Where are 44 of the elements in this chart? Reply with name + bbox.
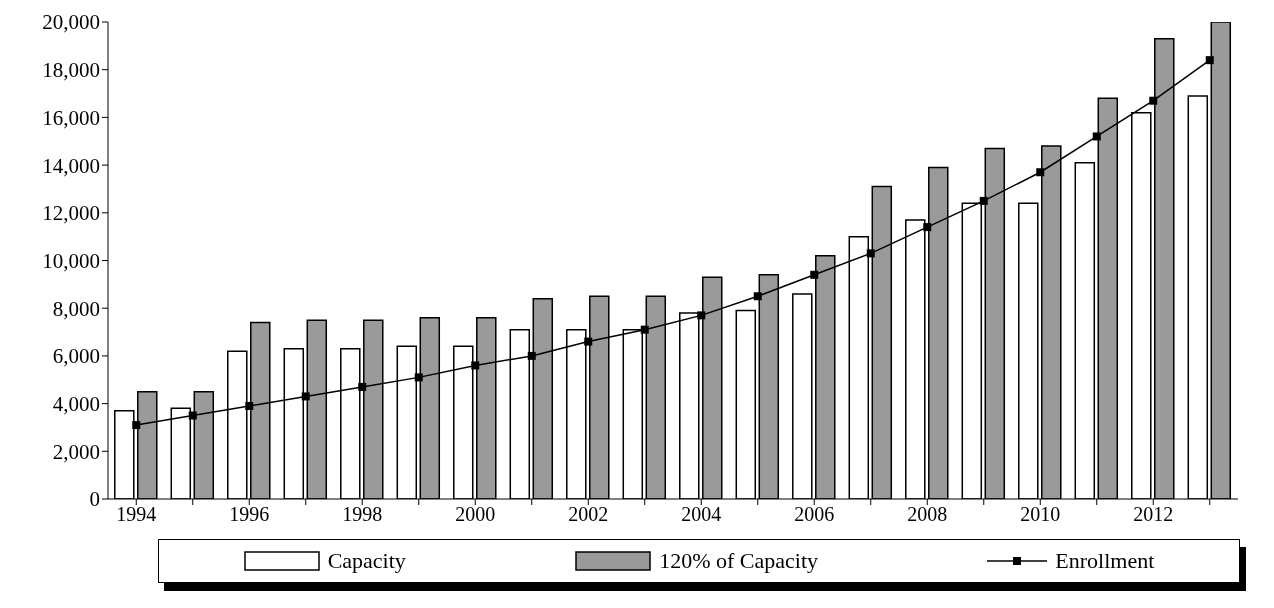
x-tick-label: 2002 (568, 503, 609, 526)
point (584, 337, 593, 346)
y-tick-label: 12,000 (42, 201, 100, 226)
x-tick-label: 1998 (342, 503, 383, 526)
y-tick-label: 0 (89, 487, 100, 512)
point (640, 325, 649, 334)
x-tick-label: 2000 (455, 503, 496, 526)
point (471, 361, 480, 370)
legend-label: Enrollment (1055, 548, 1155, 574)
point (1205, 56, 1214, 65)
x-tick-label: 2008 (907, 503, 948, 526)
point (245, 401, 254, 410)
point (132, 421, 141, 430)
point (358, 382, 367, 391)
point (697, 311, 706, 320)
point (414, 373, 423, 382)
x-tick-label: 1996 (229, 503, 270, 526)
y-tick-label: 8,000 (52, 296, 100, 321)
y-tick-label: 14,000 (42, 153, 100, 178)
y-tick-label: 16,000 (42, 105, 100, 130)
point (527, 351, 536, 360)
point (1092, 132, 1101, 141)
point (301, 392, 310, 401)
x-tick-label: 2006 (794, 503, 835, 526)
x-tick-label: 2012 (1133, 503, 1174, 526)
x-tick-label: 2010 (1020, 503, 1061, 526)
y-tick-label: 10,000 (42, 248, 100, 273)
point (810, 270, 819, 279)
legend-label: 120% of Capacity (659, 548, 819, 574)
point (188, 411, 197, 420)
y-tick-label: 18,000 (42, 58, 100, 83)
y-tick-label: 2,000 (52, 439, 100, 464)
y-tick-label: 4,000 (52, 392, 100, 417)
point (1036, 168, 1045, 177)
point (753, 292, 762, 301)
legend-label: Capacity (327, 548, 406, 574)
point (923, 223, 932, 232)
x-tick-label: 1994 (116, 503, 157, 526)
y-tick-label: 6,000 (52, 344, 100, 369)
point (979, 196, 988, 205)
x-tick-label: 2004 (681, 503, 722, 526)
point (1149, 96, 1158, 105)
y-tick-label: 20,000 (42, 10, 100, 35)
point (866, 249, 875, 258)
